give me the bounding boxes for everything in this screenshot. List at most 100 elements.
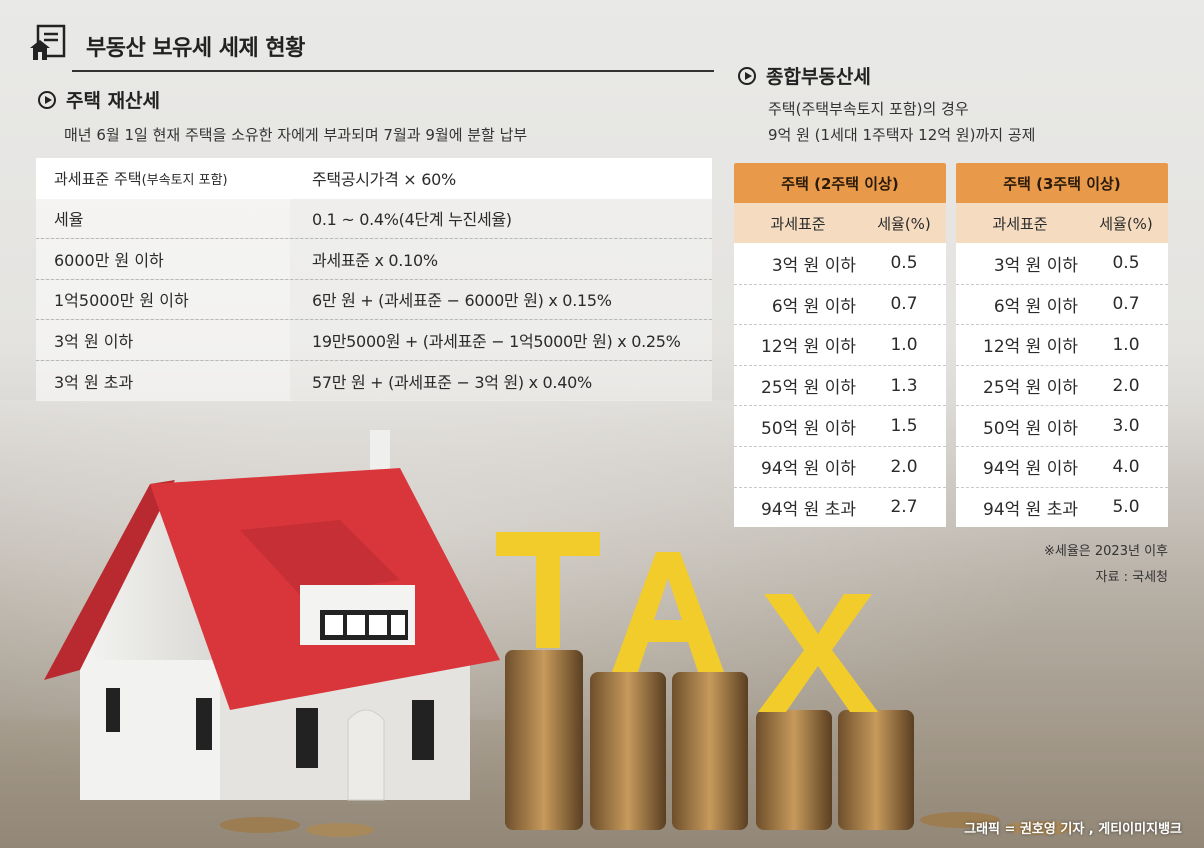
row-value: 6만 원 + (과세표준 − 6000만 원) x 0.15% (290, 279, 712, 319)
rate-cell: 3.0 (1112, 416, 1140, 437)
source-note: 자료 : 국세청 (1095, 570, 1168, 585)
table-row: 50억 원 이하 1.5 (734, 405, 946, 446)
table-row: 3억 원 초과 57만 원 + (과세표준 − 3억 원) x 0.40% (36, 360, 712, 401)
table-row: 94억 원 초과 5.0 (956, 486, 1168, 528)
coin-stack (838, 710, 914, 830)
table-row: 12억 원 이하 1.0 (956, 324, 1168, 365)
rate-cell: 0.5 (890, 253, 918, 274)
base-cell: 3억 원 이하 (993, 255, 1078, 276)
side-window (412, 700, 434, 760)
table-row: 6000만 원 이하 과세표준 x 0.10% (36, 239, 712, 280)
tax-base-label-sub: (부속토지 포함) (141, 172, 228, 188)
row-value: 0.1 ~ 0.4%(4단계 누진세율) (290, 198, 712, 238)
rate-cell: 2.0 (890, 456, 918, 477)
rate-cell: 1.5 (890, 416, 918, 437)
tax-base-value: 주택공시가격 × 60% (290, 158, 712, 199)
table-row: 25억 원 이하 2.0 (956, 364, 1168, 406)
letter-t (496, 532, 600, 648)
front-window (196, 698, 212, 750)
table-row: 94억 원 이하 2.0 (734, 445, 946, 487)
base-cell: 6억 원 이하 (771, 296, 856, 317)
base-cell: 25억 원 이하 (761, 378, 856, 399)
rate-note: ※세율은 2023년 이후 (1043, 544, 1168, 559)
page-title: 부동산 보유세 세제 현황 (86, 36, 305, 61)
row-label: 세율 (36, 198, 290, 238)
col-base-label: 과세표준 (770, 214, 826, 233)
play-circle-icon (38, 90, 56, 109)
tax-base-label-main: 과세표준 주택 (54, 169, 142, 188)
comprehensive-tax-heading: 종합부동산세 (738, 62, 871, 89)
rate-table-3-houses: 주택 (3주택 이상) 과세표준 세율(%) 3억 원 이하 0.5 6억 원 이… (956, 163, 1168, 528)
letter-a (612, 552, 724, 672)
table-row: 1억5000만 원 이하 6만 원 + (과세표준 − 6000만 원) x 0… (36, 279, 712, 320)
row-label: 1억5000만 원 이하 (36, 279, 290, 319)
property-tax-heading: 주택 재산세 (38, 86, 160, 113)
table-row: 94억 원 초과 2.7 (734, 486, 946, 528)
rate-cell: 1.0 (1112, 334, 1140, 355)
base-cell: 94억 원 이하 (983, 459, 1078, 480)
desc-line-2: 9억 원 (1세대 1주택자 12억 원)까지 공제 (768, 126, 1036, 144)
dormer-roof (240, 520, 400, 595)
row-label: 3억 원 초과 (36, 360, 290, 401)
table-row: 세율 0.1 ~ 0.4%(4단계 누진세율) (36, 198, 712, 239)
rate-cell: 5.0 (1112, 497, 1140, 518)
base-cell: 94억 원 초과 (983, 499, 1078, 520)
roof-left-edge (44, 480, 175, 680)
comprehensive-tax-title: 종합부동산세 (766, 66, 871, 88)
rate-cell: 0.7 (890, 294, 918, 315)
infographic-panel: 부동산 보유세 세제 현황 주택 재산세 매년 6월 1일 현재 주택을 소유한… (30, 24, 1168, 585)
col-rate-label: 세율(%) (877, 214, 931, 233)
door (347, 709, 385, 801)
table-row: 3억 원 이하 19만5000원 + (과세표준 − 1억5000만 원) x … (36, 320, 712, 361)
row-label: 6000만 원 이하 (36, 239, 290, 279)
row-value: 19만5000원 + (과세표준 − 1억5000만 원) x 0.25% (290, 320, 712, 360)
tax-letters (496, 532, 878, 712)
rate-cell: 1.0 (890, 334, 918, 355)
house-document-icon (30, 24, 66, 60)
table-row: 50억 원 이하 3.0 (956, 405, 1168, 446)
coin-stack (672, 672, 748, 830)
rate-cell: 0.5 (1112, 253, 1140, 274)
table-row: 25억 원 이하 1.3 (734, 364, 946, 406)
tax-base-label: 과세표준 주택 (부속토지 포함) (36, 158, 290, 199)
base-cell: 50억 원 이하 (761, 418, 856, 439)
front-window (106, 688, 120, 732)
coin-stack (756, 710, 832, 830)
base-cell: 94억 원 이하 (761, 459, 856, 480)
coin-stack (590, 672, 666, 830)
side-window (296, 708, 318, 768)
rate-cell: 2.0 (1112, 375, 1140, 396)
rate-table-subheader: 과세표준 세율(%) (956, 203, 1168, 243)
rate-cell: 4.0 (1112, 456, 1140, 477)
row-label: 3억 원 이하 (36, 320, 290, 360)
title-divider (72, 70, 714, 72)
coin-stack (505, 650, 583, 830)
base-cell: 94억 원 초과 (761, 499, 856, 520)
table-row: 3억 원 이하 0.5 (734, 243, 946, 284)
coin-stacks (220, 650, 1076, 837)
letter-x (758, 594, 878, 712)
base-cell: 6억 원 이하 (993, 296, 1078, 317)
rate-table-header: 주택 (2주택 이상) (734, 163, 946, 203)
desc-line-1: 주택(주택부속토지 포함)의 경우 (768, 100, 969, 118)
comprehensive-tax-description: 주택(주택부속토지 포함)의 경우 9억 원 (1세대 1주택자 12억 원)까… (768, 96, 1035, 148)
credit-text: 그래픽 = 권호영 기자 , 게티이미지뱅크 (964, 822, 1182, 837)
rate-cell: 1.3 (890, 375, 918, 396)
row-value: 57만 원 + (과세표준 − 3억 원) x 0.40% (290, 360, 712, 401)
play-circle-icon (738, 66, 756, 85)
row-value: 과세표준 x 0.10% (290, 239, 712, 279)
table-row: 12억 원 이하 1.0 (734, 324, 946, 365)
table-row: 6억 원 이하 0.7 (956, 283, 1168, 325)
rate-cell: 2.7 (890, 497, 918, 518)
col-base-label: 과세표준 (992, 214, 1048, 233)
property-tax-title: 주택 재산세 (66, 90, 161, 112)
base-cell: 12억 원 이하 (761, 337, 856, 358)
base-cell: 3억 원 이하 (771, 255, 856, 276)
rate-table-2-houses: 주택 (2주택 이상) 과세표준 세율(%) 3억 원 이하 0.5 6억 원 이… (734, 163, 946, 528)
property-tax-table: 과세표준 주택 (부속토지 포함) 주택공시가격 × 60% 세율 0.1 ~ … (36, 158, 712, 401)
house-model (44, 430, 500, 801)
house-tax-illustration (0, 430, 1204, 848)
table-row: 3억 원 이하 0.5 (956, 243, 1168, 284)
table-row: 과세표준 주택 (부속토지 포함) 주택공시가격 × 60% (36, 158, 712, 199)
base-cell: 25억 원 이하 (983, 378, 1078, 399)
